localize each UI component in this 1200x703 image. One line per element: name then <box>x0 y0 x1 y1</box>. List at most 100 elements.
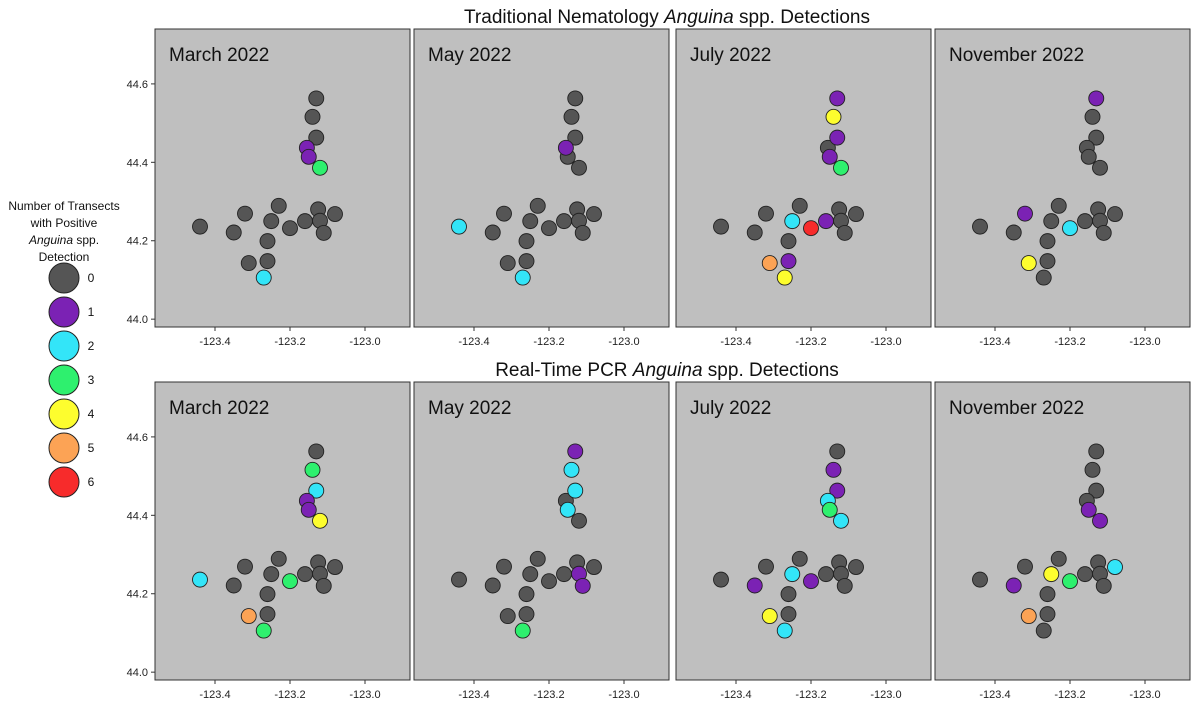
row-title-1: Real-Time PCR Anguina spp. Detections <box>495 360 839 381</box>
legend-label: 0 <box>88 271 95 285</box>
site-point <box>541 573 557 590</box>
site-point <box>499 608 516 625</box>
legend-title-genus: Anguina <box>28 233 73 247</box>
site-point <box>1005 577 1022 594</box>
site-point <box>836 224 853 241</box>
x-tick-label: -123.2 <box>274 689 305 701</box>
x-tick-label: -123.0 <box>349 689 380 701</box>
site-point <box>263 566 280 583</box>
row-title-0: Traditional Nematology Anguina spp. Dete… <box>464 7 870 28</box>
site-point <box>297 213 313 230</box>
site-point <box>557 139 574 156</box>
site-point <box>315 224 332 241</box>
row-title-genus: Anguina <box>632 360 703 381</box>
x-tick-label: -123.2 <box>533 336 564 348</box>
x-tick-label: -123.2 <box>795 689 826 701</box>
site-point <box>1088 90 1105 107</box>
site-point <box>1080 148 1097 165</box>
site-point <box>780 233 797 250</box>
legend-label: 3 <box>88 373 95 387</box>
x-tick-label: -123.0 <box>870 689 901 701</box>
site-point <box>1095 224 1112 241</box>
legend-swatch <box>48 330 80 362</box>
x-tick-label: -123.4 <box>720 336 751 348</box>
row-title-suffix: spp. Detections <box>734 7 870 28</box>
x-tick-label: -123.0 <box>870 336 901 348</box>
site-point <box>518 253 535 270</box>
site-point <box>833 159 849 176</box>
site-point <box>263 213 280 230</box>
site-point <box>761 608 778 625</box>
site-point <box>567 129 584 146</box>
panels: March 2022 -123.4 -123.2 -123.0 44.0 44.2 44.4… <box>127 28 1191 701</box>
site-point <box>713 218 729 235</box>
site-point <box>240 608 257 625</box>
site-point <box>1050 550 1067 567</box>
panel-1-1: May 2022 -123.4 -123.2 -123.0 <box>413 381 670 701</box>
site-point <box>315 577 332 594</box>
panel-0-0: March 2022 -123.4 -123.2 -123.0 44.0 44.2 44.4… <box>127 28 411 348</box>
site-point <box>1062 573 1078 590</box>
site-point <box>270 197 287 214</box>
panel-0-2: July 2022 -123.4 -123.2 -123.0 <box>675 28 932 348</box>
x-tick-label: -123.4 <box>979 689 1010 701</box>
site-point <box>259 586 276 603</box>
panel-background <box>413 381 670 681</box>
site-point <box>308 443 325 460</box>
site-point <box>1020 608 1037 625</box>
site-point <box>972 571 988 588</box>
site-point <box>514 622 531 639</box>
site-point <box>1050 197 1067 214</box>
site-point <box>972 218 988 235</box>
y-tick-label: 44.0 <box>127 667 148 679</box>
panel-title: March 2022 <box>169 45 269 66</box>
site-point <box>451 571 467 588</box>
site-point <box>1084 461 1101 478</box>
site-point <box>255 269 272 286</box>
site-point <box>312 512 328 529</box>
site-point <box>1088 129 1105 146</box>
x-tick-label: -123.0 <box>608 689 639 701</box>
site-point <box>574 224 591 241</box>
x-tick-label: -123.0 <box>1129 689 1160 701</box>
x-tick-label: -123.0 <box>608 336 639 348</box>
site-point <box>1005 224 1022 241</box>
site-point <box>529 550 546 567</box>
site-point <box>282 220 298 237</box>
site-point <box>758 205 774 222</box>
site-point <box>1043 213 1060 230</box>
site-point <box>833 512 849 529</box>
x-tick-label: -123.4 <box>199 689 230 701</box>
legend-title-line: Detection <box>39 250 90 264</box>
row-title-prefix: Traditional Nematology <box>464 7 664 28</box>
x-tick-label: -123.2 <box>1054 336 1085 348</box>
site-point <box>821 501 838 518</box>
panel-title: May 2022 <box>428 398 511 419</box>
legend-label: 2 <box>88 339 95 353</box>
site-point <box>1080 501 1097 518</box>
legend-swatch <box>48 296 80 328</box>
y-tick-label: 44.0 <box>127 314 148 326</box>
site-point <box>556 213 572 230</box>
panel-1-2: July 2022 -123.4 -123.2 -123.0 <box>675 381 932 701</box>
site-point <box>192 571 208 588</box>
site-point <box>514 269 531 286</box>
panel-background <box>154 28 411 328</box>
site-point <box>776 622 793 639</box>
site-point <box>803 573 819 590</box>
site-point <box>237 205 253 222</box>
legend-title-line: Number of Transects <box>8 199 119 213</box>
site-point <box>327 206 343 223</box>
site-point <box>758 558 774 575</box>
row-title-suffix: spp. Detections <box>703 360 839 381</box>
site-point <box>848 206 864 223</box>
panel-1-0: March 2022 -123.4 -123.2 -123.0 44.0 44.2 44.4… <box>127 381 411 701</box>
site-point <box>1077 566 1093 583</box>
site-point <box>1092 512 1108 529</box>
site-point <box>1084 108 1101 125</box>
site-point <box>791 550 808 567</box>
x-tick-label: -123.2 <box>795 336 826 348</box>
site-point <box>1039 606 1056 623</box>
site-point <box>1077 213 1093 230</box>
panel-title: November 2022 <box>949 398 1084 419</box>
